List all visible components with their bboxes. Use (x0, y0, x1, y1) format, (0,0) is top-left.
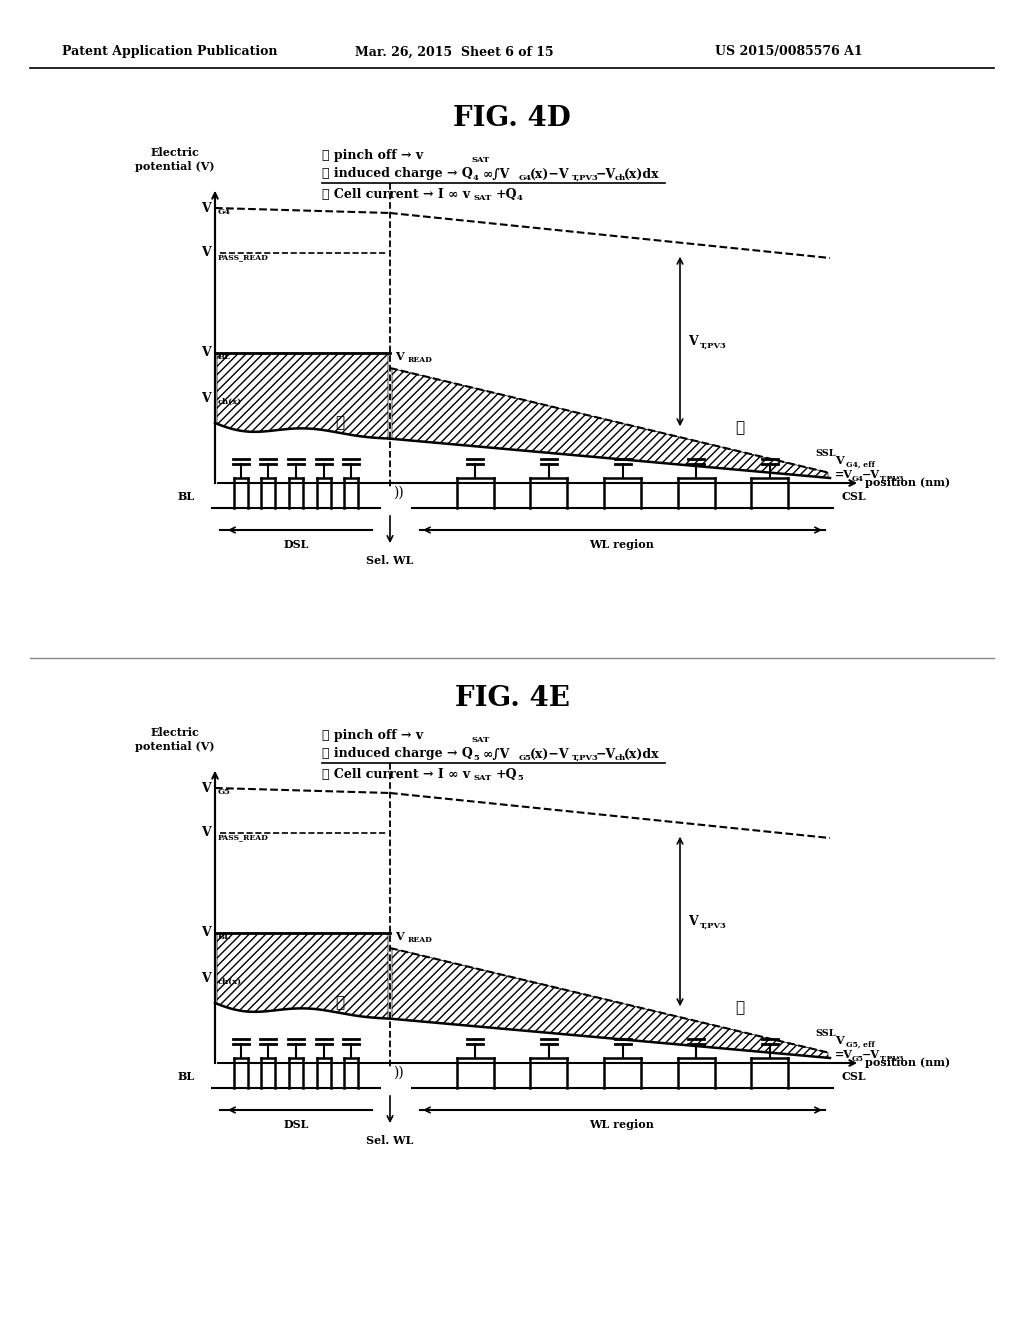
Text: potential (V): potential (V) (135, 161, 215, 172)
Text: READ: READ (408, 936, 433, 944)
Text: position (nm): position (nm) (865, 1057, 950, 1068)
Text: =V: =V (835, 1049, 853, 1060)
Text: V: V (688, 915, 697, 928)
Text: G5: G5 (852, 1055, 864, 1063)
Text: T,PV3: T,PV3 (700, 342, 727, 350)
Text: Mar. 26, 2015  Sheet 6 of 15: Mar. 26, 2015 Sheet 6 of 15 (355, 45, 554, 58)
Text: −V: −V (862, 470, 880, 480)
Text: ∞∫V: ∞∫V (483, 747, 510, 760)
Text: ①: ① (336, 997, 344, 1010)
Text: +Q: +Q (496, 187, 517, 201)
Text: READ: READ (408, 356, 433, 364)
Text: ① pinch off → v: ① pinch off → v (322, 149, 423, 162)
Text: V: V (395, 931, 403, 941)
Text: SSL: SSL (815, 1028, 836, 1038)
Text: V: V (202, 927, 211, 940)
Text: DSL: DSL (284, 1118, 308, 1130)
Text: ∞∫V: ∞∫V (483, 168, 510, 181)
Text: G5, eff: G5, eff (846, 1041, 874, 1049)
Text: V: V (202, 202, 211, 214)
Text: ② induced charge → Q: ② induced charge → Q (322, 168, 473, 181)
Text: (x)dx: (x)dx (624, 168, 659, 181)
Text: PASS_READ: PASS_READ (218, 833, 269, 841)
Text: ch(x): ch(x) (218, 978, 242, 986)
Text: 5: 5 (517, 774, 522, 781)
Text: T,PV3: T,PV3 (700, 921, 727, 929)
Text: T,PV3: T,PV3 (572, 754, 599, 762)
Text: V: V (202, 392, 211, 404)
Text: Sel. WL: Sel. WL (367, 554, 414, 565)
Text: 5: 5 (473, 754, 479, 762)
Text: FIG. 4E: FIG. 4E (455, 685, 569, 711)
Text: WL region: WL region (590, 539, 654, 549)
Text: FIG. 4D: FIG. 4D (454, 104, 570, 132)
Text: SSL: SSL (815, 449, 836, 458)
Text: =V: =V (835, 470, 853, 480)
Text: ②: ② (735, 1001, 744, 1015)
Text: PASS_READ: PASS_READ (218, 253, 269, 261)
Text: Patent Application Publication: Patent Application Publication (62, 45, 278, 58)
Text: ch(x): ch(x) (218, 399, 242, 407)
Text: G4: G4 (852, 475, 864, 483)
Text: ②: ② (735, 421, 744, 436)
Text: G4: G4 (218, 209, 231, 216)
Text: T,PV3: T,PV3 (880, 475, 904, 483)
Text: V: V (202, 781, 211, 795)
Text: ∴ Cell current → I ∞ v: ∴ Cell current → I ∞ v (322, 187, 470, 201)
Text: V: V (835, 455, 844, 466)
Text: +Q: +Q (496, 767, 517, 780)
Text: T,PV3: T,PV3 (880, 1055, 904, 1063)
Text: CSL: CSL (842, 491, 866, 502)
Text: V: V (835, 1035, 844, 1047)
Text: BL: BL (218, 352, 231, 360)
Text: position (nm): position (nm) (865, 478, 950, 488)
Text: Sel. WL: Sel. WL (367, 1134, 414, 1146)
Text: ch: ch (615, 754, 627, 762)
Text: (x)−V: (x)−V (530, 168, 569, 181)
Text: 4: 4 (473, 174, 479, 182)
Text: SAT: SAT (473, 774, 492, 781)
Text: −V: −V (862, 1049, 880, 1060)
Text: V: V (202, 826, 211, 840)
Text: )): )) (393, 486, 403, 500)
Text: ① pinch off → v: ① pinch off → v (322, 730, 423, 742)
Text: WL region: WL region (590, 1118, 654, 1130)
Text: )): )) (393, 1067, 403, 1080)
Text: V: V (202, 972, 211, 985)
Text: V: V (395, 351, 403, 362)
Text: DSL: DSL (284, 539, 308, 549)
Text: −V: −V (596, 747, 616, 760)
Text: G5: G5 (519, 754, 531, 762)
Text: CSL: CSL (842, 1071, 866, 1081)
Text: 4: 4 (517, 194, 523, 202)
Text: potential (V): potential (V) (135, 741, 215, 751)
Text: ② induced charge → Q: ② induced charge → Q (322, 747, 473, 760)
Text: SAT: SAT (473, 194, 492, 202)
Text: V: V (202, 346, 211, 359)
Text: V: V (202, 247, 211, 260)
Text: BL: BL (178, 1071, 195, 1081)
Text: G4, eff: G4, eff (846, 461, 874, 469)
Text: G5: G5 (218, 788, 230, 796)
Text: Electric: Electric (151, 727, 200, 738)
Text: V: V (688, 335, 697, 348)
Text: (x)dx: (x)dx (624, 747, 659, 760)
Text: G4: G4 (519, 174, 532, 182)
Text: −V: −V (596, 168, 616, 181)
Text: SAT: SAT (472, 156, 490, 164)
Text: BL: BL (218, 933, 231, 941)
Text: SAT: SAT (472, 737, 490, 744)
Text: ∴ Cell current → I ∞ v: ∴ Cell current → I ∞ v (322, 767, 470, 780)
Text: Electric: Electric (151, 148, 200, 158)
Text: (x)−V: (x)−V (530, 747, 569, 760)
Text: BL: BL (178, 491, 195, 502)
Text: ①: ① (336, 416, 344, 430)
Text: T,PV3: T,PV3 (572, 174, 599, 182)
Text: ch: ch (615, 174, 627, 182)
Text: US 2015/0085576 A1: US 2015/0085576 A1 (715, 45, 862, 58)
